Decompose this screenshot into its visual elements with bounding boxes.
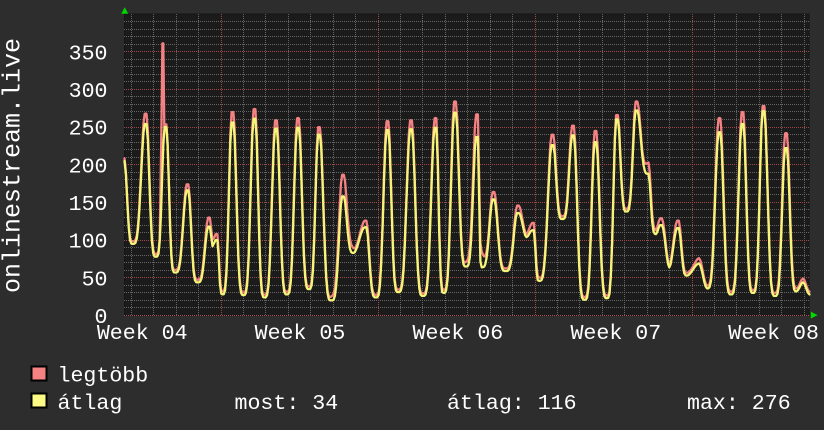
svg-text:most: 34: most: 34 <box>235 392 339 416</box>
svg-text:Week 05: Week 05 <box>255 322 346 346</box>
svg-text:350: 350 <box>69 42 108 66</box>
svg-text:250: 250 <box>69 118 108 142</box>
svg-text:200: 200 <box>69 155 108 179</box>
svg-text:Week 07: Week 07 <box>570 322 661 346</box>
svg-text:legtöbb: legtöbb <box>58 365 149 389</box>
svg-text:300: 300 <box>69 80 108 104</box>
svg-text:Week 08: Week 08 <box>728 322 819 346</box>
svg-text:100: 100 <box>69 231 108 255</box>
svg-text:50: 50 <box>82 268 108 292</box>
svg-text:150: 150 <box>69 193 108 217</box>
svg-text:onlinestream.live: onlinestream.live <box>0 38 28 293</box>
svg-text:Week 04: Week 04 <box>97 322 188 346</box>
svg-text:átlag: 116: átlag: 116 <box>447 392 577 416</box>
svg-text:átlag: átlag <box>58 392 123 416</box>
svg-text:Week 06: Week 06 <box>413 322 504 346</box>
svg-text:0: 0 <box>95 306 108 330</box>
svg-text:max: 276: max: 276 <box>687 392 791 416</box>
